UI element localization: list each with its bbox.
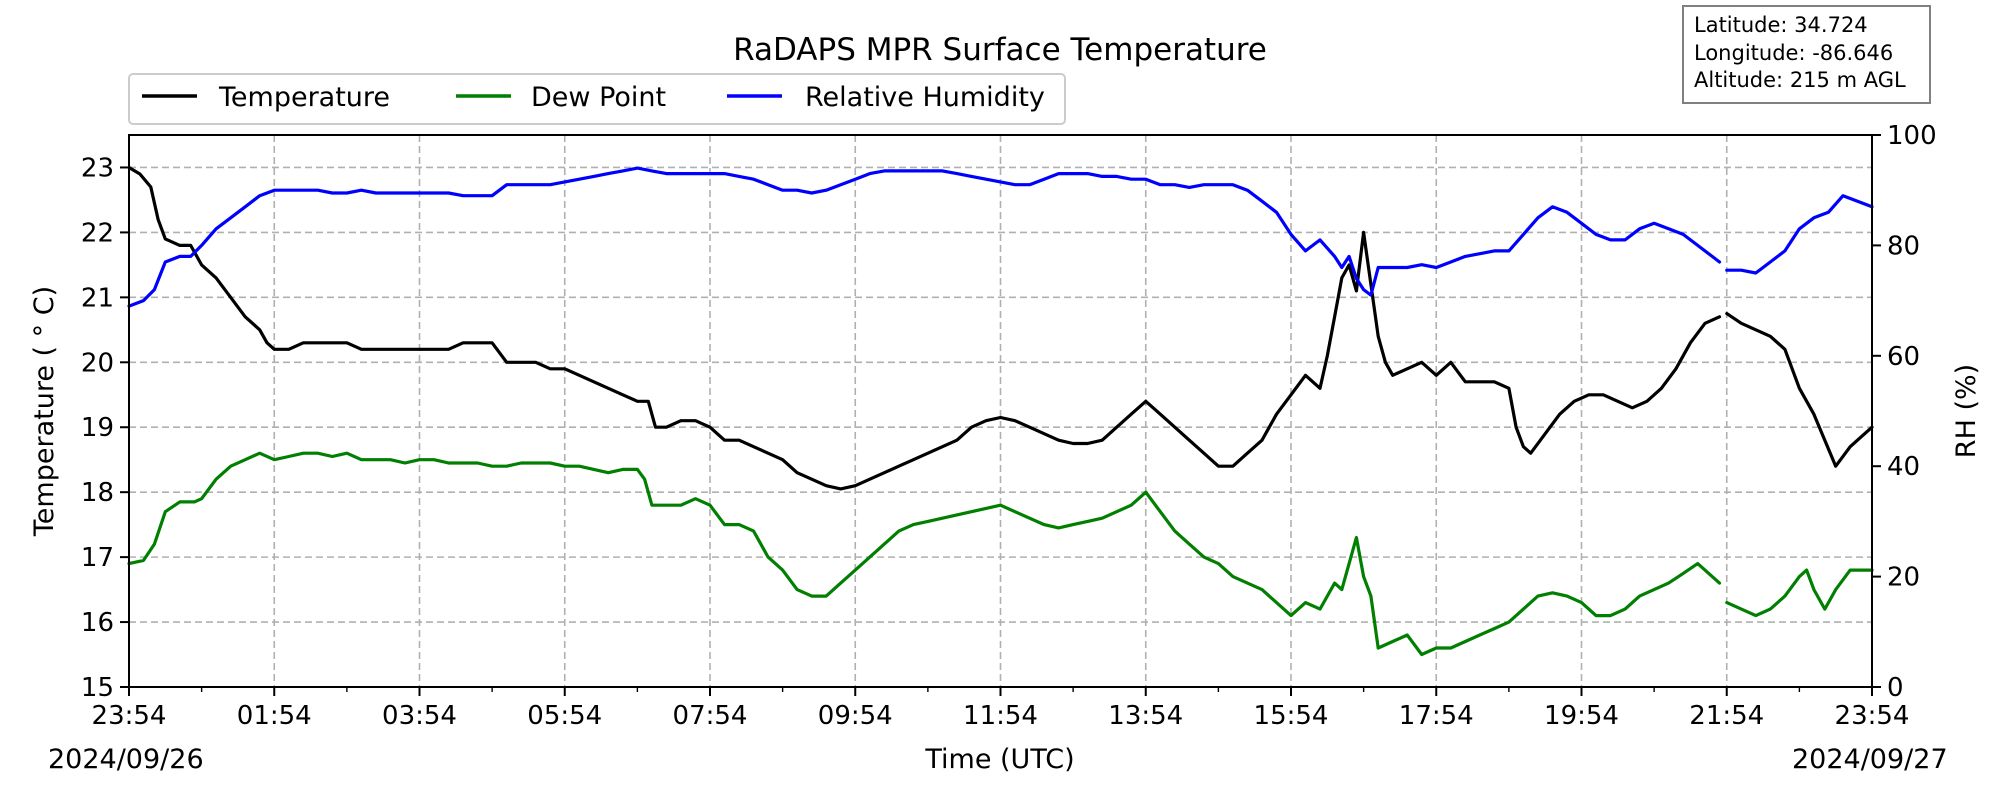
y2-tick-label: 0 <box>1887 673 1904 703</box>
info-latitude: Latitude: 34.724 <box>1694 13 1868 37</box>
grid <box>129 135 1872 687</box>
series-line-temperature <box>127 165 1722 491</box>
legend: Temperature Dew Point Relative Humidity <box>128 73 1066 125</box>
series-layer <box>127 165 1874 657</box>
series-line-relative-humidity <box>1725 194 1874 275</box>
ticks: 23:54 01:54 03:54 05:54 07:54 09:54 11:54 13:54… <box>81 121 1937 731</box>
series-line-relative-humidity <box>127 166 1722 308</box>
x-tick-label: 03:54 <box>382 701 457 731</box>
x-tick-label: 01:54 <box>237 701 312 731</box>
legend-label-relative-humidity: Relative Humidity <box>805 82 1045 113</box>
x-tick-label: 13:54 <box>1108 701 1183 731</box>
info-altitude: Altitude: 215 m AGL <box>1694 68 1906 92</box>
info-box: Latitude: 34.724 Longitude: -86.646 Alti… <box>1682 5 1931 104</box>
y2-tick-label: 80 <box>1887 231 1920 261</box>
y2-tick-label: 60 <box>1887 342 1920 372</box>
legend-label-dew-point: Dew Point <box>531 82 666 113</box>
series-line-dew-point <box>127 451 1722 657</box>
y2-axis-label: RH (%) <box>1951 364 1982 458</box>
y-tick-label: 22 <box>81 218 114 248</box>
date-label-start: 2024/09/26 <box>48 744 204 775</box>
x-tick-label: 15:54 <box>1254 701 1329 731</box>
x-tick-label: 11:54 <box>963 701 1038 731</box>
y-tick-label: 19 <box>81 413 114 443</box>
x-tick-label: 23:54 <box>92 701 167 731</box>
y-tick-label: 17 <box>81 543 114 573</box>
x-tick-label: 09:54 <box>818 701 893 731</box>
x-tick-label: 23:54 <box>1835 701 1910 731</box>
y-tick-label: 18 <box>81 478 114 508</box>
x-tick-label: 19:54 <box>1544 701 1619 731</box>
x-tick-label: 07:54 <box>673 701 748 731</box>
info-longitude: Longitude: -86.646 <box>1694 41 1893 65</box>
x-axis-label: Time (UTC) <box>924 744 1074 775</box>
y-axis-label: Temperature ( ° C) <box>29 286 60 537</box>
y-tick-label: 23 <box>81 153 114 183</box>
y2-tick-label: 100 <box>1887 121 1937 151</box>
y2-tick-label: 40 <box>1887 452 1920 482</box>
x-tick-label: 05:54 <box>527 701 602 731</box>
x-tick-label: 17:54 <box>1399 701 1474 731</box>
y2-tick-label: 20 <box>1887 563 1920 593</box>
y-tick-label: 21 <box>81 283 114 313</box>
info-box-frame <box>1682 5 1931 104</box>
x-tick-label: 21:54 <box>1689 701 1764 731</box>
legend-frame <box>128 73 1066 125</box>
y-tick-label: 20 <box>81 348 114 378</box>
y-tick-label: 15 <box>81 673 114 703</box>
series-line-temperature <box>1725 312 1874 468</box>
date-label-end: 2024/09/27 <box>1792 744 1948 775</box>
chart-title: RaDAPS MPR Surface Temperature <box>733 32 1267 68</box>
series-line-dew-point <box>1725 568 1874 618</box>
legend-label-temperature: Temperature <box>218 82 390 113</box>
y-tick-label: 16 <box>81 608 114 638</box>
